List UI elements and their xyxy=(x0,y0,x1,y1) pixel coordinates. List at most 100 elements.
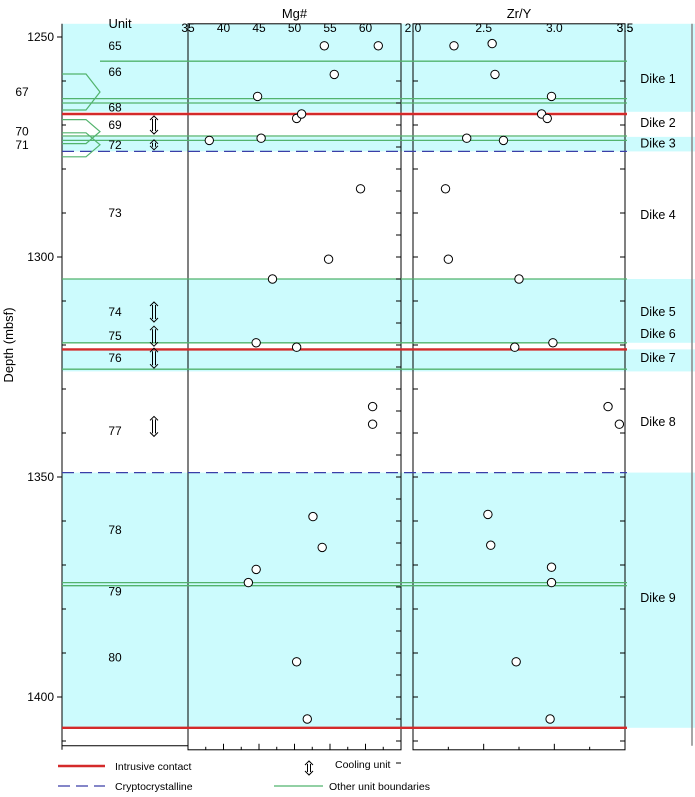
unit-label: 70 xyxy=(15,125,29,139)
cooling-unit-arrow xyxy=(149,325,159,347)
mg-data-point xyxy=(267,274,278,284)
unit-label: 73 xyxy=(108,206,122,220)
dike-label: Dike 5 xyxy=(640,305,675,319)
mg-data-point xyxy=(291,342,302,352)
legend-cooling-symbol xyxy=(304,760,314,776)
data-points xyxy=(204,38,625,724)
mg-data-point xyxy=(251,564,261,575)
dike-label: Dike 7 xyxy=(640,351,675,365)
depth-tick-label: 1250 xyxy=(27,30,54,44)
mg-data-point xyxy=(296,109,307,119)
cooling-unit-arrow xyxy=(149,347,159,369)
zry-data-point xyxy=(511,657,521,667)
x-tick-label: 3.0 xyxy=(546,21,563,35)
mg-data-point xyxy=(329,69,339,80)
arrow-head-down xyxy=(149,145,159,151)
zry-data-point xyxy=(510,342,520,352)
depth-tick-label: 1350 xyxy=(27,470,54,484)
dike-labels: Dike 1 Dike 2 Dike 3 Dike 4 Dike 5 Dike 6 Dike… xyxy=(640,72,675,605)
x-tick-label: 60 xyxy=(359,21,373,35)
mg-data-point xyxy=(308,511,318,522)
depth-tick-label: 1300 xyxy=(27,250,54,264)
x-tick-label: 3.5 xyxy=(617,21,634,35)
dike-zone-shade xyxy=(62,23,695,112)
mg-data-point xyxy=(252,91,263,102)
mg-data-point xyxy=(355,184,366,194)
dike-label: Dike 9 xyxy=(640,591,675,605)
arrow-head-down xyxy=(149,317,159,323)
zry-data-point xyxy=(548,338,558,348)
unit-label: 78 xyxy=(108,523,122,537)
unit-label: 76 xyxy=(108,351,122,365)
mg-data-point xyxy=(317,542,327,553)
arrow-head-up xyxy=(149,325,159,331)
dike-zone-shade xyxy=(62,136,695,152)
zry-data-point xyxy=(614,419,625,429)
depth-tick-label: 1400 xyxy=(27,690,54,704)
unit-label: 68 xyxy=(108,100,122,114)
unit-offset-marker xyxy=(62,119,101,145)
unit-label: 69 xyxy=(108,118,122,132)
dike-label: Dike 4 xyxy=(640,208,675,222)
axis-ticks: 1250 1300 1350 1400 Depth (mbsf) 35 40 45 50 55 60… xyxy=(1,6,634,764)
dike-label: Dike 8 xyxy=(640,415,675,429)
arrow-head-down xyxy=(149,363,159,369)
zry-data-point xyxy=(546,577,557,588)
unit-boundary-lines xyxy=(62,60,627,729)
legend-cooling-label: Cooling unit xyxy=(335,759,391,771)
zry-data-point xyxy=(546,91,557,102)
mg-data-point xyxy=(323,254,334,264)
panel-title: Zr/Y xyxy=(507,6,532,21)
unit-label: 79 xyxy=(108,584,122,598)
zry-data-point xyxy=(449,41,459,51)
dike-label: Dike 3 xyxy=(640,136,675,150)
mg-data-point xyxy=(319,41,330,51)
unit-label: 80 xyxy=(108,650,122,664)
mg-data-point xyxy=(373,41,383,51)
unit-offset-marker xyxy=(62,132,101,158)
zry-data-point xyxy=(486,540,496,550)
zry-data-point xyxy=(443,254,454,264)
mg-data-point xyxy=(256,133,266,143)
dike-label: Dike 1 xyxy=(640,72,675,86)
unit-label: 67 xyxy=(15,85,29,99)
x-tick-label: 50 xyxy=(288,21,302,35)
x-tick-label: 3.5 xyxy=(617,21,634,35)
zry-data-point xyxy=(603,401,613,412)
zry-data-point xyxy=(487,38,497,49)
mg-data-point xyxy=(367,401,378,412)
arrow-head-down xyxy=(149,432,159,438)
dike-zone-shade xyxy=(62,349,695,372)
legend-intrusive-label: Intrusive contact xyxy=(115,761,192,773)
arrow-head-down xyxy=(149,341,159,347)
arrow-head-up xyxy=(149,115,159,121)
unit-column-header: Unit xyxy=(108,16,132,31)
dike-label: Dike 2 xyxy=(640,116,675,130)
x-tick-label: 2.0 xyxy=(405,21,422,35)
legend-crypto-label: Cryptocrystalline xyxy=(115,781,193,793)
zry-data-point xyxy=(462,133,472,143)
zry-data-point xyxy=(440,184,451,194)
arrow-head-up xyxy=(149,139,159,145)
mg-data-point xyxy=(251,338,261,348)
unit-label: 65 xyxy=(108,39,122,53)
legend-other-label: Other unit boundaries xyxy=(329,781,430,793)
mg-data-point xyxy=(243,577,254,588)
cooling-unit-arrow xyxy=(149,301,159,323)
arrow-head-up xyxy=(149,301,159,307)
panel-title: Mg# xyxy=(282,6,308,21)
cooling-unit-arrow xyxy=(149,415,159,438)
mg-data-point xyxy=(302,714,312,724)
unit-label: 75 xyxy=(108,329,122,343)
x-tick-label: 35 xyxy=(181,21,195,35)
mg-data-point xyxy=(367,419,378,429)
depth-axis-label: Depth (mbsf) xyxy=(1,307,16,382)
legend: Intrusive contact Cryptocrystalline Coolin… xyxy=(58,759,430,793)
x-tick-label: 2.5 xyxy=(475,21,492,35)
arrow-head-down xyxy=(149,129,159,135)
zry-data-point xyxy=(483,509,493,520)
unit-label: 71 xyxy=(15,138,29,152)
arrow-head-down xyxy=(304,770,314,776)
